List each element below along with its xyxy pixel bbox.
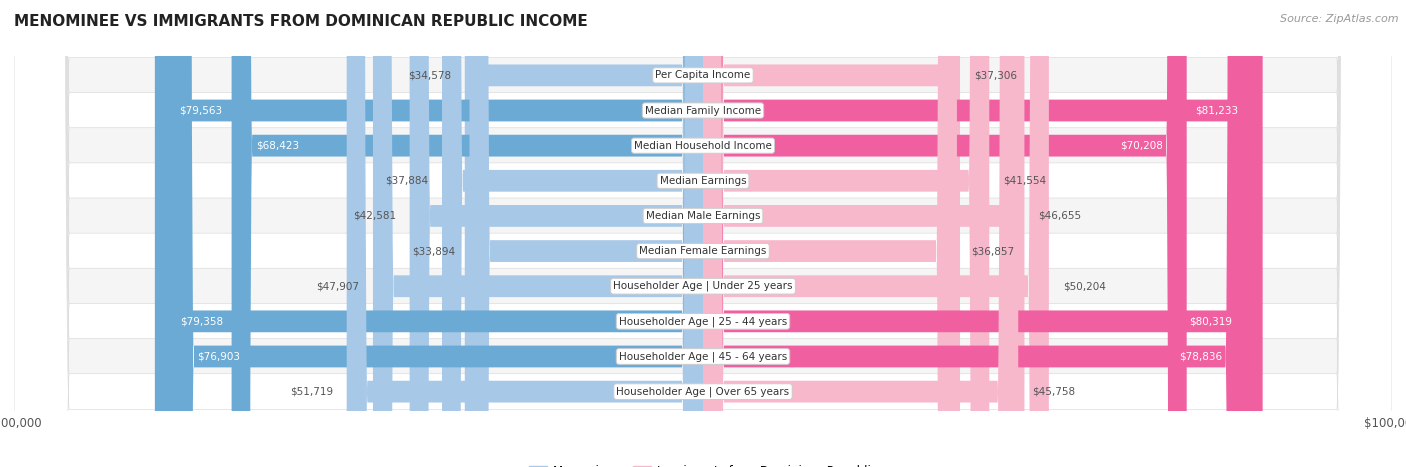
Text: Per Capita Income: Per Capita Income	[655, 71, 751, 80]
FancyBboxPatch shape	[703, 0, 1049, 467]
FancyBboxPatch shape	[156, 0, 703, 467]
FancyBboxPatch shape	[703, 0, 1025, 467]
FancyBboxPatch shape	[703, 0, 1246, 467]
Text: $76,903: $76,903	[197, 352, 240, 361]
Text: $37,306: $37,306	[974, 71, 1017, 80]
Text: Median Female Earnings: Median Female Earnings	[640, 246, 766, 256]
Text: Median Earnings: Median Earnings	[659, 176, 747, 186]
Text: $50,204: $50,204	[1063, 281, 1105, 291]
FancyBboxPatch shape	[155, 0, 703, 467]
Text: $80,319: $80,319	[1189, 316, 1232, 326]
FancyBboxPatch shape	[173, 0, 703, 467]
FancyBboxPatch shape	[703, 0, 957, 467]
FancyBboxPatch shape	[14, 0, 1392, 467]
FancyBboxPatch shape	[14, 0, 1392, 467]
Text: $47,907: $47,907	[316, 281, 359, 291]
FancyBboxPatch shape	[441, 0, 703, 467]
FancyBboxPatch shape	[703, 0, 960, 467]
FancyBboxPatch shape	[703, 0, 990, 467]
FancyBboxPatch shape	[703, 0, 1018, 467]
FancyBboxPatch shape	[232, 0, 703, 467]
Text: $34,578: $34,578	[408, 71, 451, 80]
Text: $79,563: $79,563	[179, 106, 222, 115]
FancyBboxPatch shape	[465, 0, 703, 467]
Legend: Menominee, Immigrants from Dominican Republic: Menominee, Immigrants from Dominican Rep…	[524, 460, 882, 467]
Text: $42,581: $42,581	[353, 211, 396, 221]
Text: $37,884: $37,884	[385, 176, 429, 186]
FancyBboxPatch shape	[14, 0, 1392, 467]
Text: $45,758: $45,758	[1032, 387, 1076, 396]
FancyBboxPatch shape	[14, 0, 1392, 467]
Text: $70,208: $70,208	[1119, 141, 1163, 151]
FancyBboxPatch shape	[703, 0, 1257, 467]
Text: $41,554: $41,554	[1002, 176, 1046, 186]
FancyBboxPatch shape	[373, 0, 703, 467]
FancyBboxPatch shape	[703, 0, 1263, 467]
Text: $78,836: $78,836	[1178, 352, 1222, 361]
Text: $46,655: $46,655	[1038, 211, 1081, 221]
Text: MENOMINEE VS IMMIGRANTS FROM DOMINICAN REPUBLIC INCOME: MENOMINEE VS IMMIGRANTS FROM DOMINICAN R…	[14, 14, 588, 29]
Text: Median Male Earnings: Median Male Earnings	[645, 211, 761, 221]
Text: $51,719: $51,719	[290, 387, 333, 396]
FancyBboxPatch shape	[14, 0, 1392, 467]
FancyBboxPatch shape	[14, 0, 1392, 467]
FancyBboxPatch shape	[409, 0, 703, 467]
Text: $79,358: $79,358	[180, 316, 224, 326]
FancyBboxPatch shape	[703, 0, 1187, 467]
Text: $68,423: $68,423	[256, 141, 299, 151]
Text: $81,233: $81,233	[1195, 106, 1239, 115]
Text: Householder Age | 45 - 64 years: Householder Age | 45 - 64 years	[619, 351, 787, 362]
FancyBboxPatch shape	[347, 0, 703, 467]
FancyBboxPatch shape	[14, 0, 1392, 467]
Text: Median Household Income: Median Household Income	[634, 141, 772, 151]
Text: $33,894: $33,894	[412, 246, 456, 256]
Text: Median Family Income: Median Family Income	[645, 106, 761, 115]
FancyBboxPatch shape	[14, 0, 1392, 467]
FancyBboxPatch shape	[14, 0, 1392, 467]
Text: $36,857: $36,857	[970, 246, 1014, 256]
FancyBboxPatch shape	[470, 0, 703, 467]
Text: Householder Age | 25 - 44 years: Householder Age | 25 - 44 years	[619, 316, 787, 326]
Text: Householder Age | Under 25 years: Householder Age | Under 25 years	[613, 281, 793, 291]
FancyBboxPatch shape	[14, 0, 1392, 467]
Text: Source: ZipAtlas.com: Source: ZipAtlas.com	[1281, 14, 1399, 24]
Text: Householder Age | Over 65 years: Householder Age | Over 65 years	[616, 386, 790, 397]
